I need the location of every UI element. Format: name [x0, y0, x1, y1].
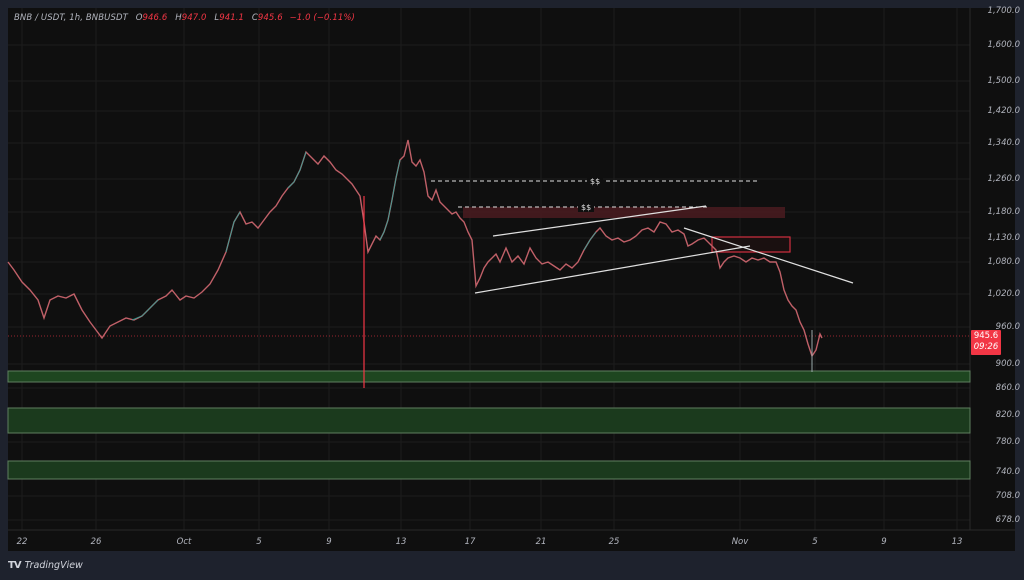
support-zone-1[interactable]: [7, 370, 971, 383]
price-line-up-segments: [225, 211, 241, 253]
grid: [8, 8, 970, 530]
x-tick: Nov: [731, 537, 749, 547]
descending-trendline[interactable]: [683, 227, 854, 284]
support-zone-2[interactable]: [7, 407, 971, 434]
high-value: 947.0: [181, 13, 207, 23]
last-price-value: 945.6: [973, 331, 999, 341]
x-tick: 13: [395, 537, 407, 547]
x-tick: 9: [326, 537, 332, 547]
open-value: 946.6: [142, 13, 168, 23]
symbol-legend: BNB / USDT, 1h, BNBUSDT O946.6 H947.0 L9…: [14, 13, 355, 23]
y-tick: 1,130.0: [987, 233, 1020, 243]
channel-lower-line[interactable]: [474, 245, 751, 294]
tradingview-brand[interactable]: TV TradingView: [8, 560, 83, 571]
last-price-tag: 945.6 09:26: [971, 330, 1001, 355]
liquidity-label-upper: $$: [590, 177, 600, 186]
y-tick: 1,500.0: [987, 76, 1020, 86]
x-tick: 9: [881, 537, 887, 547]
y-tick: 1,340.0: [987, 138, 1020, 148]
y-tick: 900.0: [995, 359, 1020, 369]
x-tick: 26: [90, 537, 102, 547]
x-tick: Oct: [176, 537, 192, 547]
y-tick: 1,180.0: [987, 207, 1020, 217]
y-tick: 1,700.0: [987, 6, 1020, 16]
x-tick: 25: [608, 537, 620, 547]
close-value: 945.6: [257, 13, 283, 23]
price-line: [7, 139, 823, 358]
x-tick: 5: [256, 537, 262, 547]
y-tick: 678.0: [995, 515, 1020, 525]
x-tick: 22: [16, 537, 28, 547]
bar-countdown: 09:26: [973, 342, 999, 352]
y-tick: 1,080.0: [987, 257, 1020, 267]
x-tick: 13: [951, 537, 963, 547]
y-tick: 780.0: [995, 437, 1020, 447]
y-tick: 740.0: [995, 467, 1020, 477]
resistance-zone[interactable]: [463, 207, 785, 218]
y-tick: 820.0: [995, 410, 1020, 420]
y-tick: 960.0: [995, 322, 1020, 332]
support-zone-3[interactable]: [7, 460, 971, 480]
supply-box[interactable]: [711, 236, 791, 253]
tradingview-logo-icon: TV: [8, 560, 22, 571]
symbol-name[interactable]: BNB / USDT, 1h, BNBUSDT: [14, 13, 128, 23]
x-tick: 5: [812, 537, 818, 547]
y-tick: 860.0: [995, 383, 1020, 393]
liquidity-label-lower: $$: [581, 203, 591, 212]
low-value: 941.1: [219, 13, 245, 23]
change-value: −1.0 (−0.11%): [289, 13, 355, 23]
support-zones: [7, 370, 971, 480]
channel-upper-line[interactable]: [492, 205, 707, 237]
brand-name: TradingView: [24, 560, 83, 571]
y-tick: 1,420.0: [987, 106, 1020, 116]
x-tick: 21: [535, 537, 547, 547]
y-tick: 1,260.0: [987, 174, 1020, 184]
x-tick: 17: [464, 537, 476, 547]
y-tick: 708.0: [995, 491, 1020, 501]
y-tick: 1,020.0: [987, 289, 1020, 299]
y-tick: 1,600.0: [987, 40, 1020, 50]
